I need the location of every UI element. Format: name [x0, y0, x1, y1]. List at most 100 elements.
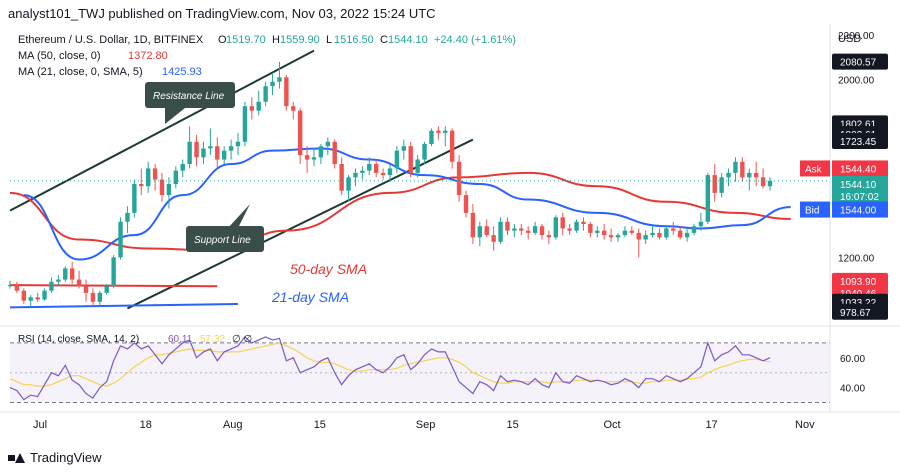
candle-body [360, 170, 365, 173]
price-tag-text: 978.67 [840, 308, 871, 319]
legend-ma50-value: 1372.80 [128, 50, 168, 62]
last-price-bg [832, 176, 888, 204]
candle-body [753, 172, 759, 178]
candle-body [470, 212, 476, 238]
legend-ma50-label: MA (50, close, 0) [18, 50, 101, 62]
time-axis-label: Oct [604, 419, 621, 431]
candle-body [83, 286, 89, 293]
candle-body [415, 159, 420, 173]
candle-body [304, 155, 310, 160]
legend-rsi-label: RSI (14, close, SMA, 14, 2) [18, 334, 139, 345]
candle-body [429, 130, 434, 144]
time-axis-label: Sep [416, 419, 436, 431]
candle-body [622, 230, 628, 236]
candle-body [608, 235, 614, 238]
candle-body [249, 106, 255, 111]
candle-body [595, 230, 600, 233]
candle-body [491, 235, 496, 242]
legend-change: +24.40 (+1.61%) [434, 34, 516, 46]
candle-body [643, 235, 648, 240]
legend-ma21-label: MA (21, close, 0, SMA, 5) [18, 66, 143, 78]
candle-body [705, 175, 711, 222]
candle-body [449, 130, 455, 162]
candle-body [532, 226, 538, 233]
candle-body [664, 228, 669, 238]
ask-value: 1544.40 [840, 164, 877, 175]
legend-ohlc-value: 1544.10 [388, 34, 428, 46]
candle-body [346, 177, 351, 191]
candle-body [187, 141, 192, 164]
resistance-callout-box [145, 82, 235, 108]
candle-body [118, 221, 123, 258]
candle-body [139, 184, 144, 187]
chart[interactable]: Resistance Line Support Line 50-day SMA 21-… [0, 24, 900, 444]
candle-body [208, 146, 213, 149]
price-axis-tick: 2200.00 [838, 31, 875, 42]
candle-body [42, 290, 47, 300]
candle-body [14, 285, 20, 291]
price-tag-text: 1033.22 [840, 298, 877, 309]
candle-body [270, 81, 275, 87]
tradingview-footer[interactable]: TradingView [8, 450, 102, 465]
candle-body [21, 290, 27, 301]
candle-body [367, 164, 372, 171]
candle-body [194, 141, 199, 158]
candle-body [650, 232, 655, 236]
rsi-axis-tick: 40.00 [840, 384, 865, 395]
ask-value-bg [832, 160, 888, 177]
candle-body [256, 101, 261, 111]
candle-body [145, 168, 151, 187]
candle-body [657, 232, 662, 238]
candle-body [291, 106, 296, 111]
time-axis-label: Nov [795, 419, 815, 431]
candle-body [401, 146, 407, 151]
candle-body [747, 172, 752, 178]
time-axis-label: 18 [140, 419, 152, 431]
price-axis-tick: 1200.00 [838, 253, 875, 264]
candle-body [277, 77, 282, 82]
candle-body [512, 228, 517, 231]
resistance-callout-pointer [165, 108, 185, 124]
resistance-callout-text: Resistance Line [153, 91, 225, 102]
legend-symbol: Ethereum / U.S. Dollar, 1D, BITFINEX [18, 34, 204, 46]
price-axis-tick: 2000.00 [838, 76, 875, 87]
time-axis-label: 15 [506, 419, 518, 431]
candle-body [691, 226, 697, 233]
candle-body [519, 228, 524, 231]
candle-body [636, 232, 641, 240]
candle-body [380, 172, 386, 176]
candle-body [677, 230, 683, 238]
candle-body [97, 292, 103, 302]
price-tag-bg [832, 133, 888, 150]
candle-body [325, 141, 331, 147]
candle-countdown: 16:07:02 [840, 192, 879, 203]
rsi-axis-tick: 60.00 [840, 354, 865, 365]
candle-body [760, 177, 766, 187]
tradingview-logo-icon [8, 452, 25, 463]
candle-body [629, 230, 635, 233]
candle-body [615, 235, 621, 238]
candle-body [505, 221, 510, 231]
support-trendline [127, 138, 474, 310]
ma50-line [9, 171, 791, 252]
bid-value-bg [832, 201, 888, 218]
candle-body [132, 184, 137, 213]
candle-body [387, 168, 393, 176]
candle-body [7, 285, 13, 287]
candle-body [553, 217, 559, 238]
ask-label: Ask [805, 164, 823, 175]
bid-label-bg [800, 201, 830, 218]
candle-body [69, 268, 75, 280]
candle-body [215, 146, 220, 160]
candle-body [477, 226, 483, 238]
candle-body [671, 228, 676, 231]
bid-value: 1544.00 [840, 206, 877, 217]
candle-body [76, 279, 82, 287]
candle-body [560, 217, 565, 229]
candle-body [228, 146, 234, 151]
sma50-annotation: 50-day SMA [290, 261, 367, 277]
tradingview-brand: TradingView [30, 450, 102, 465]
legend-rsi-ma-value: 57.32 [200, 334, 225, 345]
time-axis-label: Jul [33, 419, 47, 431]
candle-body [733, 161, 738, 173]
